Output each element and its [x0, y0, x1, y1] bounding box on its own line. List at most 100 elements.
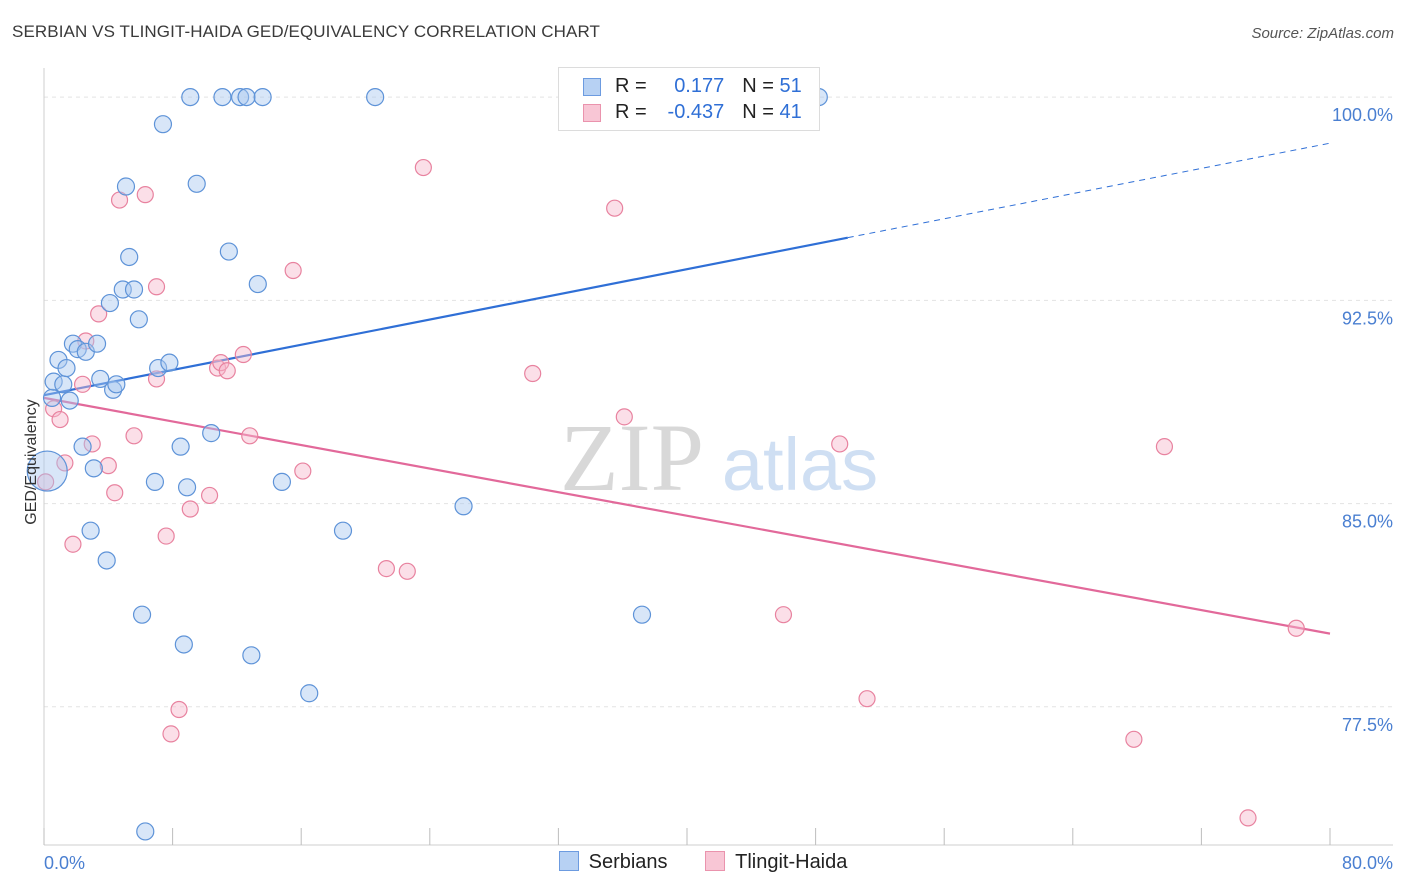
legend-item-serbians: Serbians — [558, 851, 668, 874]
tlingit-haida-point — [858, 690, 876, 708]
tlingit-haida-point — [1239, 809, 1257, 827]
serbians-point — [145, 472, 165, 491]
tlingit-haida-point — [284, 261, 302, 280]
tlingit-haida-point — [37, 473, 55, 491]
serbians-point — [132, 605, 152, 624]
tlingit-haida-point — [73, 375, 92, 393]
serbians-point — [60, 391, 79, 410]
serbians-point — [104, 380, 123, 399]
serbians-point — [333, 521, 353, 540]
serbians-point — [231, 87, 250, 107]
tlingit-haida-label: Tlingit-Haida — [735, 851, 848, 873]
serbians-point — [300, 684, 319, 703]
serbians-label: Serbians — [588, 851, 668, 873]
tlingit-haida-point — [1155, 438, 1174, 456]
serbians-point — [120, 247, 139, 267]
tlingit-haida-point — [64, 535, 82, 553]
tlingit-haida-point — [615, 408, 633, 426]
tlingit-haida-point — [90, 305, 108, 323]
grid — [44, 96, 1393, 708]
tlingit-haida-point — [181, 500, 199, 518]
tlingit-haida-point — [524, 364, 542, 383]
tlingit-haida-point — [234, 345, 252, 364]
tlingit-haida-point — [125, 427, 143, 445]
serbians-point — [107, 375, 126, 394]
serbians-point — [54, 375, 73, 394]
serbians-swatch — [558, 851, 579, 871]
serbians-point — [84, 459, 103, 478]
serbians-point — [63, 334, 83, 353]
serbians-point — [91, 369, 110, 389]
tlingit-haida-point — [294, 462, 312, 480]
y-tick-labels: 100.0% 92.5% 85.0% 77.5% — [1332, 105, 1393, 735]
series-legend: Serbians Tlingit-Haida — [0, 851, 1406, 874]
legend-n-value: 41 — [779, 101, 802, 124]
tlingit-haida-point — [1125, 730, 1143, 748]
serbians-point — [366, 87, 385, 107]
serbians-point — [202, 424, 221, 443]
serbians-point — [73, 437, 92, 456]
serbians-point — [253, 87, 272, 107]
tlingit-haida-point — [136, 186, 154, 204]
serbians-point — [87, 334, 107, 353]
serbians-point — [149, 358, 168, 378]
serbians-point — [42, 388, 62, 407]
legend-n-label: N = — [742, 101, 780, 124]
y-tick-label: 77.5% — [1342, 715, 1393, 735]
tlingit-haida-point — [106, 484, 124, 502]
y-tick-label: 100.0% — [1332, 105, 1393, 125]
serbians-point — [213, 87, 232, 107]
serbians-point — [116, 177, 136, 196]
watermark-atlas: atlas — [722, 423, 878, 506]
legend-r-value: 0.177 — [674, 75, 725, 98]
tlingit-haida-point — [209, 359, 227, 377]
watermark-zip: ZIP — [560, 404, 704, 511]
chart-title: SERBIAN VS TLINGIT-HAIDA GED/EQUIVALENCY… — [12, 22, 601, 41]
serbians-point — [219, 242, 238, 261]
serbians-point — [272, 472, 292, 491]
tlingit-haida-point — [157, 527, 175, 545]
x-tick-max: 80.0% — [1342, 853, 1393, 873]
tlingit-haida-point — [170, 700, 188, 719]
tlingit-haida-point — [162, 725, 180, 743]
serbians-trend-extension — [847, 142, 1331, 239]
legend-r-label: R = — [615, 75, 653, 98]
correlation-legend: R = 0.177 N = 51 R = -0.437 N = 41 — [558, 67, 820, 131]
serbians-point — [160, 353, 179, 372]
legend-n-label: N = — [742, 75, 780, 98]
tlingit-haida-point — [831, 435, 849, 453]
tlingit-haida-point — [147, 278, 166, 296]
legend-n-value: 51 — [779, 75, 802, 98]
tlingit-haida-point — [606, 199, 624, 217]
serbians-point — [181, 87, 200, 107]
serbians-point — [81, 521, 100, 540]
legend-item-tlingit-haida: Tlingit-Haida — [705, 851, 847, 874]
tlingit-haida-point — [241, 427, 259, 445]
x-tick-min: 0.0% — [44, 853, 85, 873]
tlingit-haida-point — [51, 410, 69, 429]
tlingit-haida-point — [774, 606, 793, 624]
serbians-point — [174, 635, 193, 654]
y-tick-label: 92.5% — [1342, 308, 1393, 328]
tlingit-haida-point — [1287, 619, 1305, 637]
tlingit-haida-point — [99, 457, 117, 475]
source-label: Source: ZipAtlas.com — [1251, 25, 1394, 42]
legend-r-label: R = — [615, 101, 653, 124]
serbians-trend-line — [43, 236, 848, 397]
serbians-point — [57, 358, 76, 378]
tlingit-haida-point — [377, 560, 395, 578]
tlingit-haida-swatch — [705, 851, 726, 871]
tlingit-haida-point — [414, 158, 432, 177]
serbians-point — [97, 551, 116, 570]
tlingit-haida-point — [398, 562, 416, 580]
trend-lines — [43, 142, 1331, 635]
serbians-point — [136, 822, 155, 841]
serbians-point — [26, 450, 68, 492]
legend-r-value: -0.437 — [667, 101, 725, 124]
y-axis-label: GED/Equivalency — [23, 399, 40, 524]
data-points — [26, 87, 1305, 841]
legend-swatch-pink — [583, 103, 601, 122]
legend-row-serbians: R = 0.177 N = 51 — [583, 75, 802, 101]
tlingit-haida-point — [200, 486, 219, 505]
